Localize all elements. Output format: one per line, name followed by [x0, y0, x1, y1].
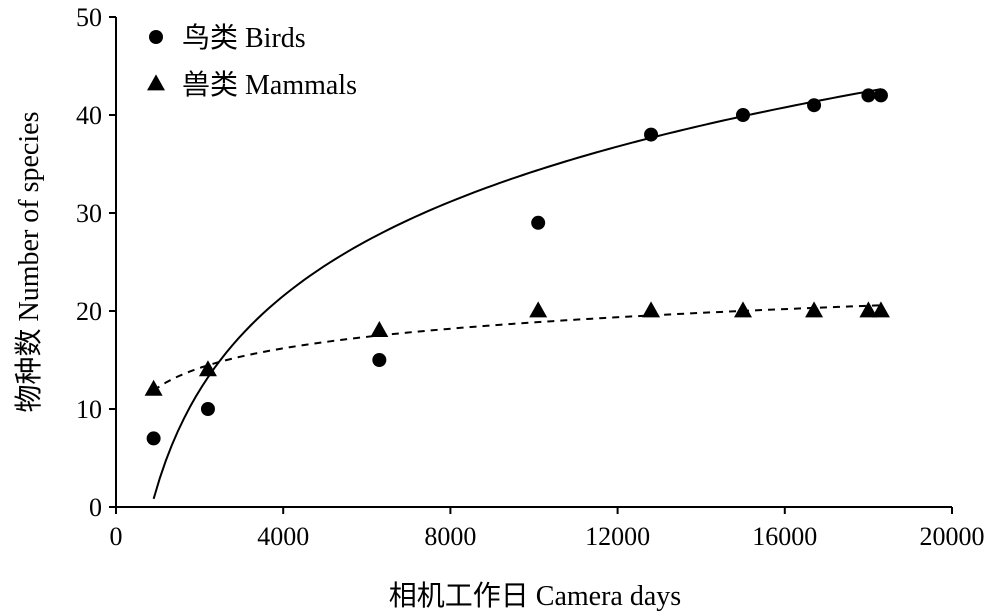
mammals-point	[198, 360, 217, 377]
birds-point	[146, 431, 161, 446]
y-tick-label: 10	[76, 395, 102, 424]
mammals-point	[642, 301, 661, 318]
x-tick-label: 16000	[752, 522, 817, 551]
mammals-point	[370, 321, 389, 337]
birds-legend-label: 鸟类 Birds	[182, 22, 306, 54]
birds-point	[736, 108, 750, 122]
y-axis-title: 物种数 Number of species	[13, 112, 45, 413]
data-marks	[144, 88, 890, 446]
y-tick-label: 30	[76, 199, 102, 228]
x-tick-label: 8000	[424, 522, 476, 551]
y-tick-label: 20	[76, 297, 102, 326]
mammals-point	[871, 301, 890, 318]
y-tick-label: 0	[89, 493, 102, 522]
axes	[115, 17, 952, 508]
birds-point	[644, 127, 659, 142]
mammals-point	[805, 301, 824, 318]
y-tick-label: 50	[76, 3, 102, 32]
x-axis-title: 相机工作日 Camera days	[389, 580, 681, 612]
legend: 鸟类 Birds 兽类 Mammals	[147, 22, 357, 101]
mammals-point	[734, 301, 752, 318]
birds-point	[873, 88, 888, 103]
mammals-legend-label: 兽类 Mammals	[182, 69, 357, 101]
x-tick-label: 20000	[920, 522, 985, 551]
mammals-point	[144, 379, 163, 396]
trendlines	[152, 88, 882, 500]
mammals-trendline	[153, 304, 881, 392]
x-tick-label: 0	[110, 522, 123, 551]
birds-point	[372, 353, 387, 367]
mammals-legend-marker	[147, 74, 165, 91]
birds-point	[531, 215, 546, 230]
birds-trendline	[152, 88, 882, 500]
x-tick-label: 12000	[585, 522, 650, 551]
mammals-point	[529, 301, 548, 318]
birds-point	[861, 88, 876, 103]
mammals-point	[859, 301, 878, 318]
x-tick-label: 4000	[257, 522, 309, 551]
y-tick-label: 40	[76, 101, 102, 130]
birds-legend-marker	[149, 30, 163, 44]
ticks: 0 4000 8000 12000 16000 20000 0 10 20 30 40 50	[76, 3, 985, 551]
birds-point	[200, 402, 215, 416]
birds-point	[807, 98, 822, 113]
